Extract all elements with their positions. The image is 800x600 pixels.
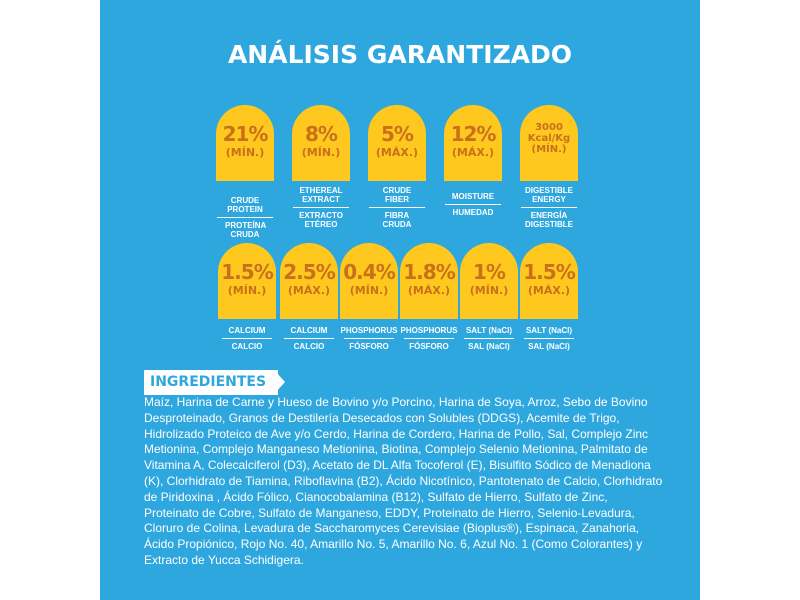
tag-arrow-tip xyxy=(276,372,286,392)
divider xyxy=(524,338,574,339)
label-en: SALT (NaCl) xyxy=(525,326,573,335)
divider xyxy=(344,338,394,339)
label-en: CRUDE FIBER xyxy=(382,186,412,204)
badge-crude-protein: 21% (MÍN.) xyxy=(216,105,274,181)
divider xyxy=(293,207,349,208)
label-moisture: MOISTURE HUMEDAD xyxy=(440,192,506,217)
label-crude-fiber: CRUDE FIBER FIBRA CRUDA xyxy=(364,186,430,229)
label-en: DIGESTIBLE ENERGY xyxy=(525,186,574,204)
ingredients-text: Maíz, Harina de Carne y Hueso de Bovino … xyxy=(144,395,663,567)
divider xyxy=(404,338,454,339)
label-salt-min: SALT (NaCl) SAL (NaCl) xyxy=(456,326,522,351)
badge-qualifier: (MÍN.) xyxy=(301,146,341,159)
label-calcium-min: CALCIUM CALCIO xyxy=(214,326,280,351)
label-phosphorus-max: PHOSPHORUS FÓSFORO xyxy=(396,326,462,351)
divider xyxy=(217,217,273,218)
badge-ethereal-extract: 8% (MÍN.) xyxy=(292,105,350,181)
badge-digestible-energy: 3000 Kcal/Kg (MÍN.) xyxy=(520,105,578,181)
divider xyxy=(464,338,514,339)
badge-value: 5% xyxy=(381,122,414,146)
label-digestible-energy: DIGESTIBLE ENERGY ENERGÍA DIGESTIBLE xyxy=(516,186,582,229)
badge-qualifier: (MÁX.) xyxy=(451,146,495,159)
badge-qualifier: (MÍN.) xyxy=(469,284,509,297)
label-en: ETHEREAL EXTRACT xyxy=(299,186,343,204)
badge-qualifier: (MÁX.) xyxy=(287,284,331,297)
label-crude-protein: CRUDE PROTEIN PROTEÍNA CRUDA xyxy=(212,192,278,239)
label-ethereal-extract: ETHEREAL EXTRACT EXTRACTO ETÉREO xyxy=(288,186,354,229)
badge-qualifier: (MÍN.) xyxy=(349,284,389,297)
badge-value: 8% xyxy=(305,122,338,146)
badge-value: 1% xyxy=(473,260,506,284)
label-en: MOISTURE xyxy=(451,192,495,201)
label-es: FÓSFORO xyxy=(349,342,389,351)
label-phosphorus-min: PHOSPHORUS FÓSFORO xyxy=(336,326,402,351)
label-es: PROTEÍNA CRUDA xyxy=(225,221,267,239)
label-en: CALCIUM xyxy=(228,326,266,335)
divider xyxy=(369,207,425,208)
label-es: CALCIO xyxy=(231,342,263,351)
badge-calcium-max: 2.5% (MÁX.) xyxy=(280,243,338,319)
badge-phosphorus-max: 1.8% (MÁX.) xyxy=(400,243,458,319)
label-es: CALCIO xyxy=(293,342,325,351)
divider xyxy=(521,207,577,208)
divider xyxy=(222,338,272,339)
badge-qualifier: (MÍN.) xyxy=(531,144,567,155)
badge-value: 1.5% xyxy=(523,260,575,284)
badge-value: 1.8% xyxy=(403,260,455,284)
page-title: ANÁLISIS GARANTIZADO xyxy=(227,40,573,69)
ingredients-heading-tag: INGREDIENTES xyxy=(144,370,286,395)
label-es: ENERGÍA DIGESTIBLE xyxy=(525,211,574,229)
badge-moisture: 12% (MÁX.) xyxy=(444,105,502,181)
label-en: CALCIUM xyxy=(290,326,328,335)
badge-value: 2.5% xyxy=(283,260,335,284)
badge-salt-max: 1.5% (MÁX.) xyxy=(520,243,578,319)
ingredients-heading-box: INGREDIENTES xyxy=(144,370,286,395)
badge-calcium-min: 1.5% (MÍN.) xyxy=(218,243,276,319)
badge-salt-min: 1% (MÍN.) xyxy=(460,243,518,319)
label-en: SALT (NaCl) xyxy=(465,326,513,335)
badge-phosphorus-min: 0.4% (MÍN.) xyxy=(340,243,398,319)
badge-crude-fiber: 5% (MÁX.) xyxy=(368,105,426,181)
badge-qualifier: (MÍN.) xyxy=(225,146,265,159)
badge-value: 0.4% xyxy=(343,260,395,284)
label-calcium-max: CALCIUM CALCIO xyxy=(276,326,342,351)
divider xyxy=(445,204,501,205)
label-en: PHOSPHORUS xyxy=(340,326,398,335)
badge-qualifier: (MÁX.) xyxy=(407,284,451,297)
label-es: HUMEDAD xyxy=(452,208,494,217)
badge-value: 3000 Kcal/Kg xyxy=(527,122,571,144)
label-es: FÓSFORO xyxy=(409,342,449,351)
badge-qualifier: (MÁX.) xyxy=(527,284,571,297)
ingredients-heading: INGREDIENTES xyxy=(150,374,267,390)
label-en: PHOSPHORUS xyxy=(400,326,458,335)
nutrition-panel: ANÁLISIS GARANTIZADO 21% (MÍN.) 8% (MÍN.… xyxy=(100,0,700,600)
badge-value: 12% xyxy=(450,122,497,146)
badge-qualifier: (MÍN.) xyxy=(227,284,267,297)
label-es: FIBRA CRUDA xyxy=(382,211,412,229)
badge-value: 1.5% xyxy=(221,260,273,284)
badge-qualifier: (MÁX.) xyxy=(375,146,419,159)
label-en: CRUDE PROTEIN xyxy=(227,196,263,214)
label-es: SAL (NaCl) xyxy=(528,342,570,351)
label-es: EXTRACTO ETÉREO xyxy=(299,211,343,229)
divider xyxy=(284,338,334,339)
label-es: SAL (NaCl) xyxy=(468,342,510,351)
label-salt-max: SALT (NaCl) SAL (NaCl) xyxy=(516,326,582,351)
badge-value: 21% xyxy=(222,122,269,146)
